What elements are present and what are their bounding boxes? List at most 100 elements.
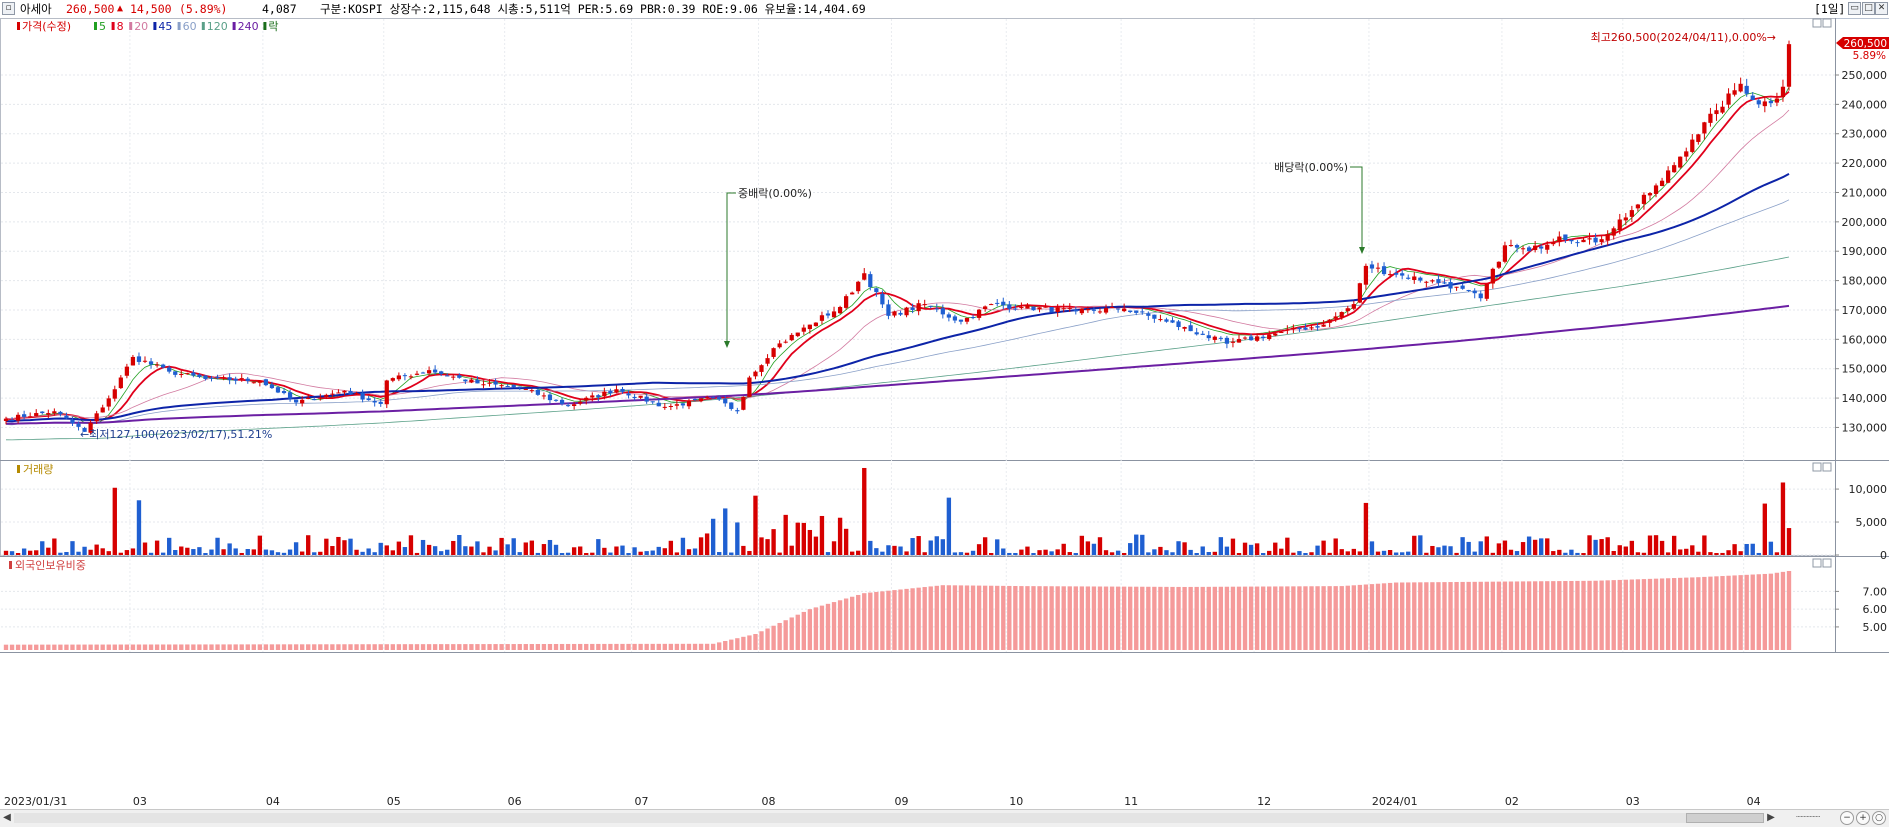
volume-axis-tick-label: 10,000 <box>1849 483 1888 496</box>
candle-body <box>300 399 305 404</box>
volume-bar <box>203 553 208 555</box>
zoom-in-icon[interactable]: + <box>1856 811 1870 825</box>
foreign-bar <box>1297 586 1302 650</box>
candle-body <box>215 376 220 378</box>
foreign-bar <box>964 585 970 650</box>
volume-bar <box>723 508 728 555</box>
candle-body <box>1019 307 1024 309</box>
price-pane-minimize-icon[interactable] <box>1812 18 1822 28</box>
candle-body <box>439 371 444 374</box>
foreign-bar <box>1659 578 1665 650</box>
candle-body <box>414 373 420 375</box>
candle-body <box>402 375 408 377</box>
foreign-legend: 외국인보유비중 <box>9 559 86 572</box>
candle-body <box>1375 267 1381 269</box>
candle-body <box>578 401 583 404</box>
foreign-bar <box>620 643 625 650</box>
date-axis-label: 03 <box>1626 795 1640 808</box>
chart-canvas[interactable]: 130,000 140,000 150,000 160,000 170,000 180,0… <box>0 18 1889 809</box>
volume-value: 4,087 <box>262 2 297 16</box>
foreign-bar <box>330 644 335 650</box>
candle-body <box>1708 113 1713 123</box>
volume-bar <box>807 529 813 555</box>
candle-body <box>729 402 734 409</box>
volume-bar <box>1520 542 1526 555</box>
volume-bar <box>982 537 988 555</box>
zoom-out-icon[interactable]: − <box>1840 811 1854 825</box>
window-menu-icon[interactable]: ▫ <box>2 2 15 15</box>
foreign-bar <box>614 643 619 650</box>
candle-body <box>928 305 933 307</box>
candle-body <box>813 322 819 327</box>
volume-bar <box>1744 543 1749 555</box>
restore-icon[interactable]: ▭ <box>1848 2 1861 15</box>
foreign-bar <box>34 644 39 650</box>
chart-scrollbar[interactable]: ◀ ▶ ┈┈┈┈ − + ○ <box>0 809 1889 827</box>
close-icon[interactable]: ✕ <box>1875 2 1888 15</box>
foreign-bar <box>1635 579 1641 650</box>
stock-name[interactable]: 아세아 <box>20 2 52 16</box>
period-selector[interactable]: [1일] <box>1814 2 1846 16</box>
volume-pane-close-icon[interactable] <box>1822 462 1832 472</box>
scroll-right-icon[interactable]: ▶ <box>1767 812 1775 823</box>
foreign-pane-minimize-icon[interactable] <box>1812 558 1822 568</box>
foreign-bar <box>590 643 595 650</box>
volume-bar <box>493 550 498 555</box>
candle-body <box>547 394 553 401</box>
foreign-bar <box>1726 575 1731 650</box>
candle-body <box>3 418 9 421</box>
candle-body <box>777 343 782 348</box>
volume-bar <box>1430 545 1435 555</box>
foreign-bar <box>1412 582 1417 650</box>
foreign-bar <box>1472 581 1477 650</box>
candle-body <box>1490 268 1495 284</box>
candle-body <box>511 384 516 388</box>
candle-body <box>626 393 631 396</box>
volume-bar <box>789 545 794 555</box>
foreign-bar <box>1182 586 1187 650</box>
volume-bar <box>1496 543 1502 555</box>
foreign-bar <box>1647 578 1653 650</box>
zoom-reset-icon[interactable]: ○ <box>1872 811 1886 825</box>
volume-bar <box>759 537 764 555</box>
foreign-pane-close-icon[interactable] <box>1822 558 1832 568</box>
scroll-left-icon[interactable]: ◀ <box>3 812 11 823</box>
price-pane-close-icon[interactable] <box>1822 18 1832 28</box>
foreign-bar <box>976 585 982 650</box>
foreign-bar <box>662 643 667 650</box>
maximize-icon[interactable]: □ <box>1862 2 1875 15</box>
candle-body <box>1261 336 1266 339</box>
scroll-slider-icon[interactable]: ┈┈┈┈ <box>1795 812 1821 823</box>
foreign-bar <box>215 644 220 650</box>
candle-body <box>1200 333 1205 335</box>
volume-bar <box>9 551 15 555</box>
low-annotation: ←최저127,100(2023/02/17),51.21% <box>80 428 272 441</box>
scroll-thumb[interactable] <box>1686 813 1764 823</box>
scroll-track[interactable] <box>14 813 1764 823</box>
volume-bar <box>1762 503 1767 555</box>
volume-bar <box>124 550 130 555</box>
volume-bar <box>1146 552 1151 555</box>
candle-body <box>1206 335 1211 339</box>
volume-bar <box>281 552 287 555</box>
candle-body <box>850 292 855 295</box>
candle-body <box>1345 308 1350 312</box>
foreign-bar <box>1273 586 1278 650</box>
candle-body <box>1333 316 1338 319</box>
volume-bar <box>263 549 269 555</box>
volume-bar <box>1539 538 1544 555</box>
candle-body <box>1134 310 1139 313</box>
volume-bar <box>402 547 408 555</box>
change-up-icon: ▲ <box>117 3 124 14</box>
foreign-bar <box>729 639 734 650</box>
candle-body <box>469 379 474 383</box>
volume-pane-minimize-icon[interactable] <box>1812 462 1822 472</box>
volume-bar <box>1109 552 1115 555</box>
foreign-bar <box>1146 586 1151 650</box>
candle-body <box>318 397 323 399</box>
volume-bar <box>287 549 293 555</box>
candle-body <box>82 428 87 432</box>
current-price-tag-label: 260,500 <box>1844 38 1887 50</box>
volume-bar <box>1085 541 1091 555</box>
candle-body <box>1629 210 1634 217</box>
